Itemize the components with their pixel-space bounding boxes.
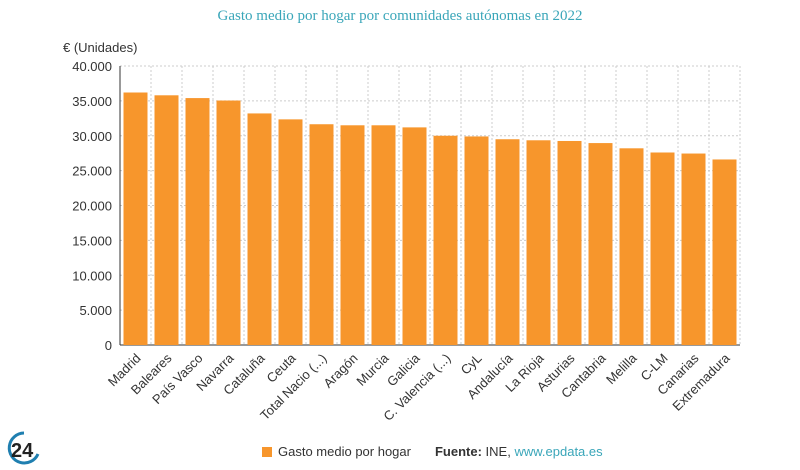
bar-4 bbox=[247, 113, 272, 346]
bar-14 bbox=[557, 140, 582, 345]
bar-1 bbox=[154, 95, 179, 345]
bar-15 bbox=[588, 143, 613, 345]
x-tick-label: Melilla bbox=[603, 350, 640, 387]
logo-24: 24 bbox=[7, 431, 40, 465]
bar-9 bbox=[402, 127, 427, 345]
bar-6 bbox=[309, 124, 334, 346]
bar-chart: 0 5.000 10.000 15.000 20.000 25.000 30.000 35.0… bbox=[72, 59, 741, 424]
source-text: INE, bbox=[485, 444, 511, 459]
y-tick-label: 35.000 bbox=[72, 94, 112, 109]
bar-3 bbox=[216, 100, 241, 346]
bar-5 bbox=[278, 119, 303, 345]
source: Fuente: INE, www.epdata.es bbox=[435, 444, 603, 459]
bar-16 bbox=[619, 148, 644, 345]
bar-0 bbox=[123, 92, 148, 345]
bar-12 bbox=[495, 139, 520, 345]
bar-11 bbox=[464, 136, 489, 345]
x-tick-label: Aragón bbox=[320, 351, 360, 391]
svg-text:24: 24 bbox=[11, 440, 34, 462]
bar-8 bbox=[371, 125, 396, 345]
y-tick-label: 15.000 bbox=[72, 233, 112, 248]
y-tick-label: 30.000 bbox=[72, 129, 112, 144]
x-tick-label: Murcia bbox=[353, 350, 392, 389]
bar-2 bbox=[185, 98, 210, 346]
legend-label: Gasto medio por hogar bbox=[278, 444, 411, 459]
legend-swatch bbox=[262, 446, 272, 457]
bar-7 bbox=[340, 125, 365, 345]
chart-title: Gasto medio por hogar por comunidades au… bbox=[217, 8, 583, 24]
x-tick-label: CyL bbox=[458, 351, 485, 378]
bar-17 bbox=[650, 152, 675, 345]
bar-10 bbox=[433, 135, 458, 345]
y-tick-label: 25.000 bbox=[72, 164, 112, 179]
source-link[interactable]: www.epdata.es bbox=[514, 444, 603, 459]
bar-19 bbox=[712, 159, 737, 345]
source-label: Fuente: bbox=[434, 444, 482, 459]
bar-18 bbox=[681, 153, 706, 345]
y-tick-label: 20.000 bbox=[72, 199, 112, 214]
y-tick-label: 10.000 bbox=[72, 268, 112, 283]
legend: Gasto medio por hogar Fuente: INE, www.e… bbox=[262, 444, 603, 459]
y-tick-label: 5.000 bbox=[79, 303, 112, 318]
bar-13 bbox=[526, 140, 551, 345]
y-tick-label: 0 bbox=[105, 338, 112, 353]
y-tick-label: 40.000 bbox=[72, 59, 112, 74]
y-axis-label: € (Unidades) bbox=[63, 40, 138, 55]
